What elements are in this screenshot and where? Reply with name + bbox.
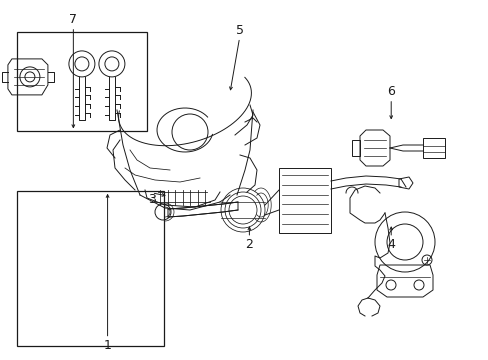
Text: 5: 5 bbox=[235, 24, 243, 37]
Text: 7: 7 bbox=[69, 13, 77, 26]
Bar bbox=[422, 138, 444, 158]
Bar bbox=[17, 32, 146, 131]
Bar bbox=[17, 191, 163, 346]
Text: 2: 2 bbox=[245, 238, 253, 251]
Text: 6: 6 bbox=[386, 85, 394, 98]
Bar bbox=[279, 168, 330, 233]
Text: 1: 1 bbox=[103, 339, 111, 352]
Text: 3: 3 bbox=[147, 193, 155, 206]
Text: 4: 4 bbox=[386, 238, 394, 251]
